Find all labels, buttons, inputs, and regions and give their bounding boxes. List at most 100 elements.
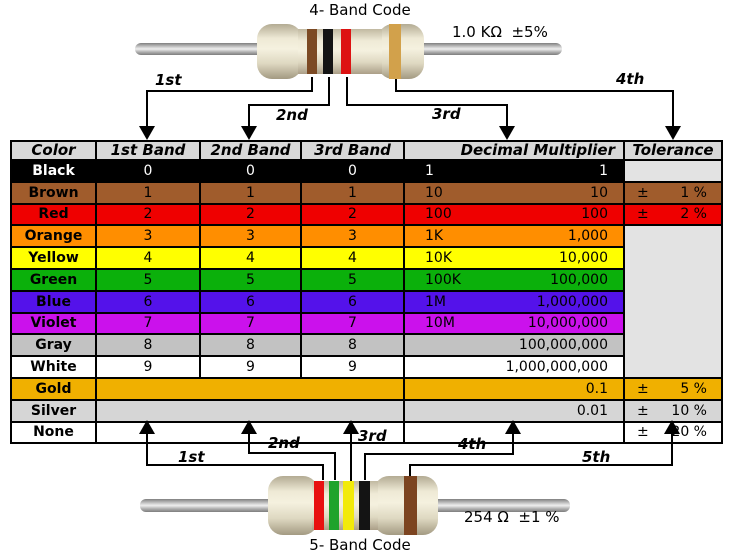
four-band-resistor-value: 1.0 KΩ ±5% xyxy=(452,23,548,41)
arrow-line xyxy=(346,104,508,106)
cell-band-3: 9 xyxy=(300,355,405,379)
multiplier-value: 1 xyxy=(599,162,608,179)
arrow-line xyxy=(364,453,366,480)
cell-color-name: Brown xyxy=(10,180,97,205)
arrow-line xyxy=(334,452,336,480)
arrow-label-1st: 1st xyxy=(178,448,205,466)
cell-multiplier: 1K 1,000 xyxy=(403,224,625,249)
multiplier-abbr: 10M xyxy=(425,315,455,332)
multiplier-abbr: 1K xyxy=(425,228,444,245)
cell-color-name: Silver xyxy=(10,398,97,423)
resistor-body-bulge xyxy=(378,24,424,79)
cell-multiplier: 0.1 xyxy=(403,376,625,401)
tolerance-value: 1 % xyxy=(680,184,707,201)
arrow-line xyxy=(146,90,313,92)
table-row: Red 2 2 2 100 100 ±2 % xyxy=(10,202,723,227)
arrow-label-2nd: 2nd xyxy=(268,434,300,452)
header-tolerance: Tolerance xyxy=(623,140,723,161)
arrow-label-5th: 5th xyxy=(582,448,611,466)
cell-color-name: Yellow xyxy=(10,246,97,270)
band-brown xyxy=(307,29,317,74)
table-row: Gray 8 8 8 100,000,000 xyxy=(10,333,723,358)
multiplier-abbr: 10 xyxy=(425,184,443,201)
cell-multiplier: 100 100 xyxy=(403,202,625,227)
multiplier-value: 1,000,000,000 xyxy=(505,359,608,376)
arrow-line xyxy=(248,104,250,128)
cell-band-3: 7 xyxy=(300,311,405,336)
cell-color-name: Orange xyxy=(10,224,97,249)
multiplier-value: 100 xyxy=(581,206,608,223)
multiplier-value: 10,000 xyxy=(559,250,608,267)
arrow-line xyxy=(506,104,508,128)
arrowhead-up-icon xyxy=(505,420,521,434)
cell-color-name: Blue xyxy=(10,289,97,314)
cell-color-name: Black xyxy=(10,159,97,183)
arrow-label-1st: 1st xyxy=(155,71,182,89)
table-row: Yellow 4 4 4 10K 10,000 xyxy=(10,246,723,270)
cell-tolerance xyxy=(623,290,723,313)
cell-tolerance xyxy=(623,224,723,248)
resistor-body-bulge xyxy=(268,476,318,535)
cell-band-2: 5 xyxy=(199,267,302,292)
multiplier-abbr: 100 xyxy=(425,206,452,223)
multiplier-abbr: 1 xyxy=(425,162,434,179)
table-row: Gold 0.1 ±5 % xyxy=(10,376,723,401)
arrow-label-4th: 4th xyxy=(616,70,645,88)
arrow-line xyxy=(395,79,397,91)
cell-band-2: 9 xyxy=(199,355,302,379)
table-row: Violet 7 7 7 10M 10,000,000 xyxy=(10,311,723,336)
arrow-line xyxy=(364,453,514,455)
cell-tolerance: ±2 % xyxy=(623,202,723,227)
cell-tolerance xyxy=(623,312,723,335)
cell-band-2: 0 xyxy=(199,159,302,183)
cell-tolerance: ±5 % xyxy=(623,376,723,401)
cell-band-1: 1 xyxy=(95,180,201,205)
multiplier-abbr: 10K xyxy=(425,250,452,267)
cell-band-3: 4 xyxy=(300,246,405,270)
cell-tolerance: ±10 % xyxy=(623,398,723,423)
resistor-body-bulge xyxy=(257,24,302,79)
band-black xyxy=(323,29,333,74)
arrowhead-down-icon xyxy=(139,126,155,140)
cell-band-3: 6 xyxy=(300,289,405,314)
plus-minus-sign: ± xyxy=(637,402,649,419)
cell-band-1: 6 xyxy=(95,289,201,314)
cell-band-2: 7 xyxy=(199,311,302,336)
cell-color-name: White xyxy=(10,355,97,379)
cell-band-3: 1 xyxy=(300,180,405,205)
tolerance-value: 10 % xyxy=(671,402,707,419)
multiplier-value: 0.1 xyxy=(585,380,608,397)
band-black xyxy=(359,481,370,530)
multiplier-value: 0.01 xyxy=(576,402,608,419)
arrowhead-down-icon xyxy=(499,126,515,140)
band-gold xyxy=(389,24,401,79)
table-row: White 9 9 9 1,000,000,000 xyxy=(10,355,723,379)
band-green xyxy=(329,481,339,530)
cell-tolerance xyxy=(623,268,723,291)
arrow-line xyxy=(395,90,674,92)
cell-band-1: 3 xyxy=(95,224,201,249)
arrowhead-down-icon xyxy=(241,126,257,140)
arrow-line xyxy=(146,464,324,466)
arrowhead-up-icon xyxy=(343,420,359,434)
header-1st-band: 1st Band xyxy=(95,140,201,161)
arrow-line xyxy=(671,432,673,466)
arrow-label-2nd: 2nd xyxy=(276,106,308,124)
five-band-title: 5- Band Code xyxy=(309,536,411,554)
cell-multiplier: 1,000,000,000 xyxy=(403,355,625,379)
cell-band-2: 3 xyxy=(199,224,302,249)
cell-color-name: Green xyxy=(10,267,97,292)
cell-band-3: 3 xyxy=(300,224,405,249)
plus-minus-sign: ± xyxy=(637,424,649,441)
cell-color-name: Gray xyxy=(10,333,97,358)
cell-color-name: None xyxy=(10,420,97,445)
arrow-label-3rd: 3rd xyxy=(358,427,387,445)
header-multiplier: Decimal Multiplier xyxy=(403,140,625,161)
four-band-title: 4- Band Code xyxy=(309,1,411,19)
band-red xyxy=(341,29,351,74)
cell-band-2: 6 xyxy=(199,289,302,314)
tolerance-value: 5 % xyxy=(680,380,707,397)
plus-minus-sign: ± xyxy=(637,184,649,201)
